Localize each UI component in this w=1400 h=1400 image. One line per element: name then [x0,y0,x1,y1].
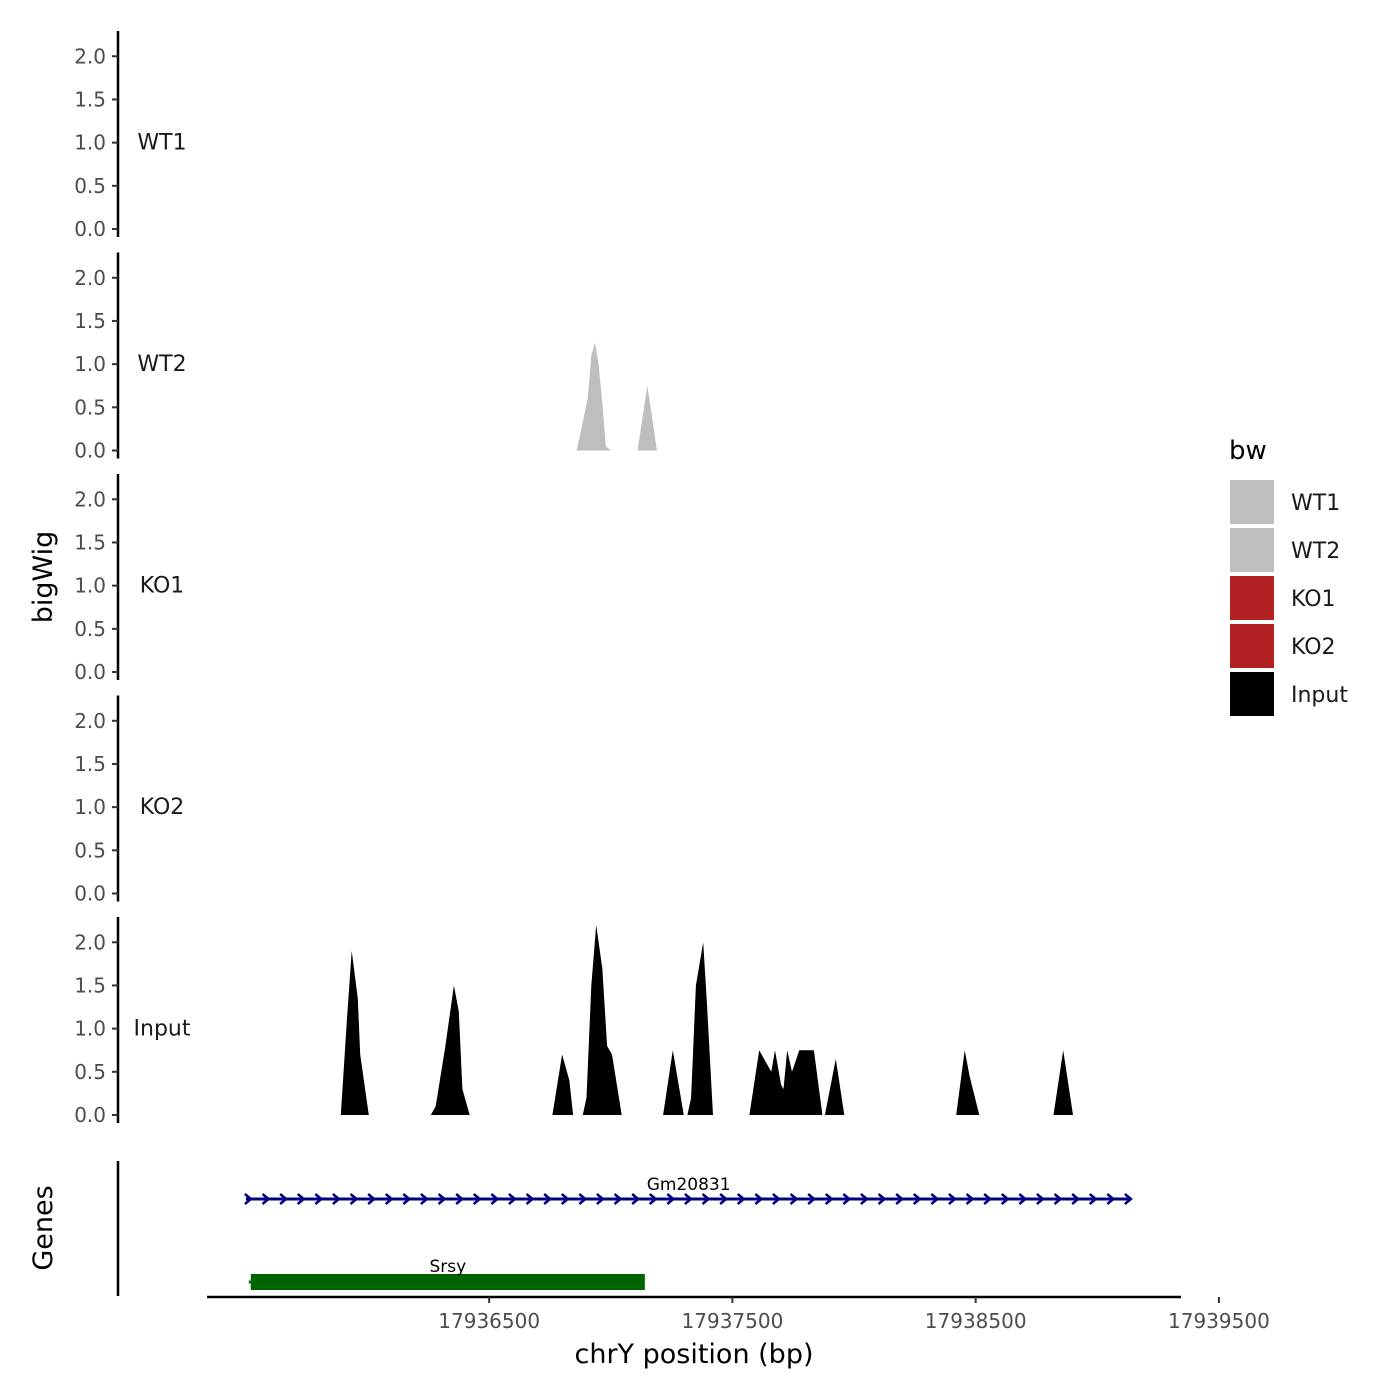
track-label-wt1: WT1 [137,131,186,156]
signal-area-input [340,925,1078,1115]
y-tick-label: 0.0 [74,1103,106,1127]
legend-item-ko1: KO1 [1230,576,1336,620]
y-tick-label: 1.5 [74,309,106,333]
legend-label: KO2 [1291,635,1336,660]
legend-label: WT1 [1291,491,1340,516]
y-tick-label: 0.5 [74,1060,106,1084]
legend-swatch [1230,528,1274,572]
track-label-ko1: KO1 [140,574,185,599]
gene-label: Srsy [429,1257,466,1277]
y-tick-label: 2.0 [74,266,106,290]
legend-label: Input [1291,683,1348,708]
y-tick-label: 2.0 [74,487,106,511]
genes-axis-title: Genes [28,1185,59,1270]
y-tick-label: 1.0 [74,795,106,819]
y-tick-label: 1.0 [74,131,106,155]
bigwig-tracks: 0.00.51.01.52.0WT10.00.51.01.52.0WT20.00… [74,31,1078,1127]
x-tick-label: 17939500 [1168,1309,1270,1333]
x-axis: 17936500 17937500 17938500 17939500 [207,1295,1270,1333]
y-tick-label: 1.5 [74,973,106,997]
y-tick-label: 1.5 [74,530,106,554]
y-tick-label: 0.5 [74,174,106,198]
x-tick-label: 17937500 [682,1309,784,1333]
legend-item-wt2: WT2 [1230,528,1340,572]
legend-label: KO1 [1291,587,1336,612]
y-tick-label: 0.0 [74,439,106,463]
y-tick-label: 0.0 [74,660,106,684]
gene-body [250,1274,645,1290]
y-tick-label: 2.0 [74,709,106,733]
legend-item-input: Input [1230,672,1348,716]
y-tick-label: 0.5 [74,617,106,641]
y-tick-label: 2.0 [74,930,106,954]
y-tick-label: 0.0 [74,217,106,241]
x-axis-title: chrY position (bp) [574,1339,813,1370]
gene-label: Gm20831 [647,1175,731,1195]
strand-arrows [244,1193,1133,1205]
legend-swatch [1230,480,1274,524]
track-wt2: 0.0 0.5 1.0 1.5 2.0 WT2 [74,252,657,463]
legend-swatch [1230,624,1274,668]
y-tick-label: 1.0 [74,574,106,598]
y-tick-label: 1.0 [74,1017,106,1041]
track-input: 0.0 0.5 1.0 1.5 2.0 Input [74,917,1078,1127]
y-tick-label: 2.0 [74,44,106,68]
y-axis-title: bigWig [28,531,59,624]
y-tick-label: 1.5 [74,752,106,776]
track-label-input: Input [134,1017,191,1042]
legend-swatch [1230,672,1274,716]
signal-area-wt2 [576,342,657,451]
x-tick-label: 17936500 [438,1309,540,1333]
legend-swatch [1230,576,1274,620]
gene-srsy: Srsy [248,1257,645,1290]
legend: bw WT1 WT2 KO1 KO2 Input [1229,436,1348,716]
gene-gm20831: Gm20831 [244,1175,1133,1205]
gene-annotation-track: Gm20831 Srsy [116,1161,1133,1296]
x-tick-label: 17938500 [925,1309,1027,1333]
legend-item-wt1: WT1 [1230,480,1340,524]
track-label-ko2: KO2 [140,795,185,820]
y-tick-label: 0.0 [74,882,106,906]
track-ko2: 0.0 0.5 1.0 1.5 2.0 KO2 [74,695,185,906]
legend-item-ko2: KO2 [1230,624,1336,668]
track-label-wt2: WT2 [137,352,186,377]
y-tick-label: 1.0 [74,352,106,376]
y-tick-label: 1.5 [74,87,106,111]
y-tick-label: 0.5 [74,395,106,419]
track-ko1: 0.0 0.5 1.0 1.5 2.0 KO1 [74,474,184,684]
y-tick-label: 0.5 [74,838,106,862]
track-wt1: 0.0 0.5 1.0 1.5 2.0 WT1 [74,31,187,241]
legend-title: bw [1229,436,1267,466]
legend-label: WT2 [1291,539,1340,564]
